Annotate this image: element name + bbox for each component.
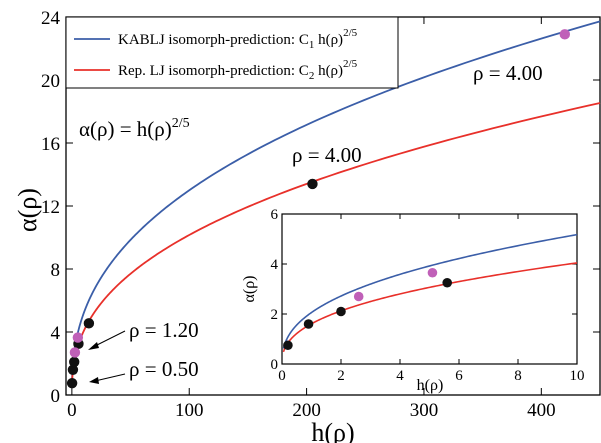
main-y-tick-label: 8 <box>51 260 61 281</box>
inset-black-point <box>336 306 346 317</box>
inset-y-tick-label: 0 <box>271 357 279 373</box>
main-y-tick-label: 16 <box>41 134 60 155</box>
main-y-tick-label: 12 <box>41 197 60 218</box>
inset-x-tick-label: 8 <box>514 368 522 384</box>
inset-x-tick-label: 0 <box>278 368 286 384</box>
inset-y-axis-label: α(ρ) <box>241 275 258 302</box>
main-black-point <box>66 377 78 389</box>
annotation-rho-4-replj: ρ = 4.00 <box>292 143 362 167</box>
main-magenta-point <box>69 347 81 358</box>
annotation-rho-0-50: ρ = 0.50 <box>129 357 199 381</box>
inset-black-point <box>283 340 293 351</box>
inset-magenta-point <box>427 267 438 278</box>
annotation-rho-1-20: ρ = 1.20 <box>129 318 199 342</box>
inset-black-point <box>442 277 453 288</box>
main-y-tick-label: 4 <box>51 323 61 344</box>
inset-x-tick-label: 4 <box>396 368 404 384</box>
inset-plot-frame <box>281 213 578 365</box>
main-black-point <box>307 178 318 190</box>
inset-y-tick-label: 4 <box>271 257 279 273</box>
main-magenta-point <box>559 29 570 40</box>
main-x-tick-label: 300 <box>410 400 439 421</box>
arrow-rho-1-20 <box>88 330 126 350</box>
inset-x-tick-label: 2 <box>337 368 345 384</box>
annotation-rho-4-kablj: ρ = 4.00 <box>473 61 543 85</box>
inset-x-axis-label: h(ρ) <box>417 377 444 394</box>
inset-y-tick-label: 2 <box>271 307 279 323</box>
main-x-axis-label: h(ρ) <box>311 418 354 443</box>
main-black-point <box>83 318 95 329</box>
inset-y-tick-label: 6 <box>271 207 279 223</box>
main-y-tick-label: 20 <box>41 71 60 92</box>
legend-label-kablj: KABLJ isomorph-prediction: C1 h(ρ)2/5 <box>118 27 358 51</box>
main-black-point <box>67 364 79 375</box>
main-y-tick-label: 0 <box>51 386 61 407</box>
inset-black-point <box>303 319 314 329</box>
main-x-tick-label: 100 <box>175 400 204 421</box>
formula-annotation: α(ρ) = h(ρ)2/5 <box>79 116 190 141</box>
inset-x-tick-label: 6 <box>455 368 463 384</box>
main-x-tick-label: 0 <box>67 400 77 421</box>
inset-x-tick-label: 10 <box>570 368 585 384</box>
legend-label-replj: Rep. LJ isomorph-prediction: C2 h(ρ)2/5 <box>118 58 358 82</box>
main-y-axis-label: α(ρ) <box>13 188 42 232</box>
main-x-tick-label: 200 <box>292 400 321 421</box>
main-y-tick-label: 24 <box>41 8 61 29</box>
main-black-point <box>69 356 80 368</box>
legend-box <box>65 16 399 89</box>
inset-magenta-point <box>353 291 364 302</box>
main-magenta-point <box>72 332 84 343</box>
main-x-tick-label: 400 <box>527 400 556 421</box>
arrow-rho-0-50 <box>89 373 126 384</box>
